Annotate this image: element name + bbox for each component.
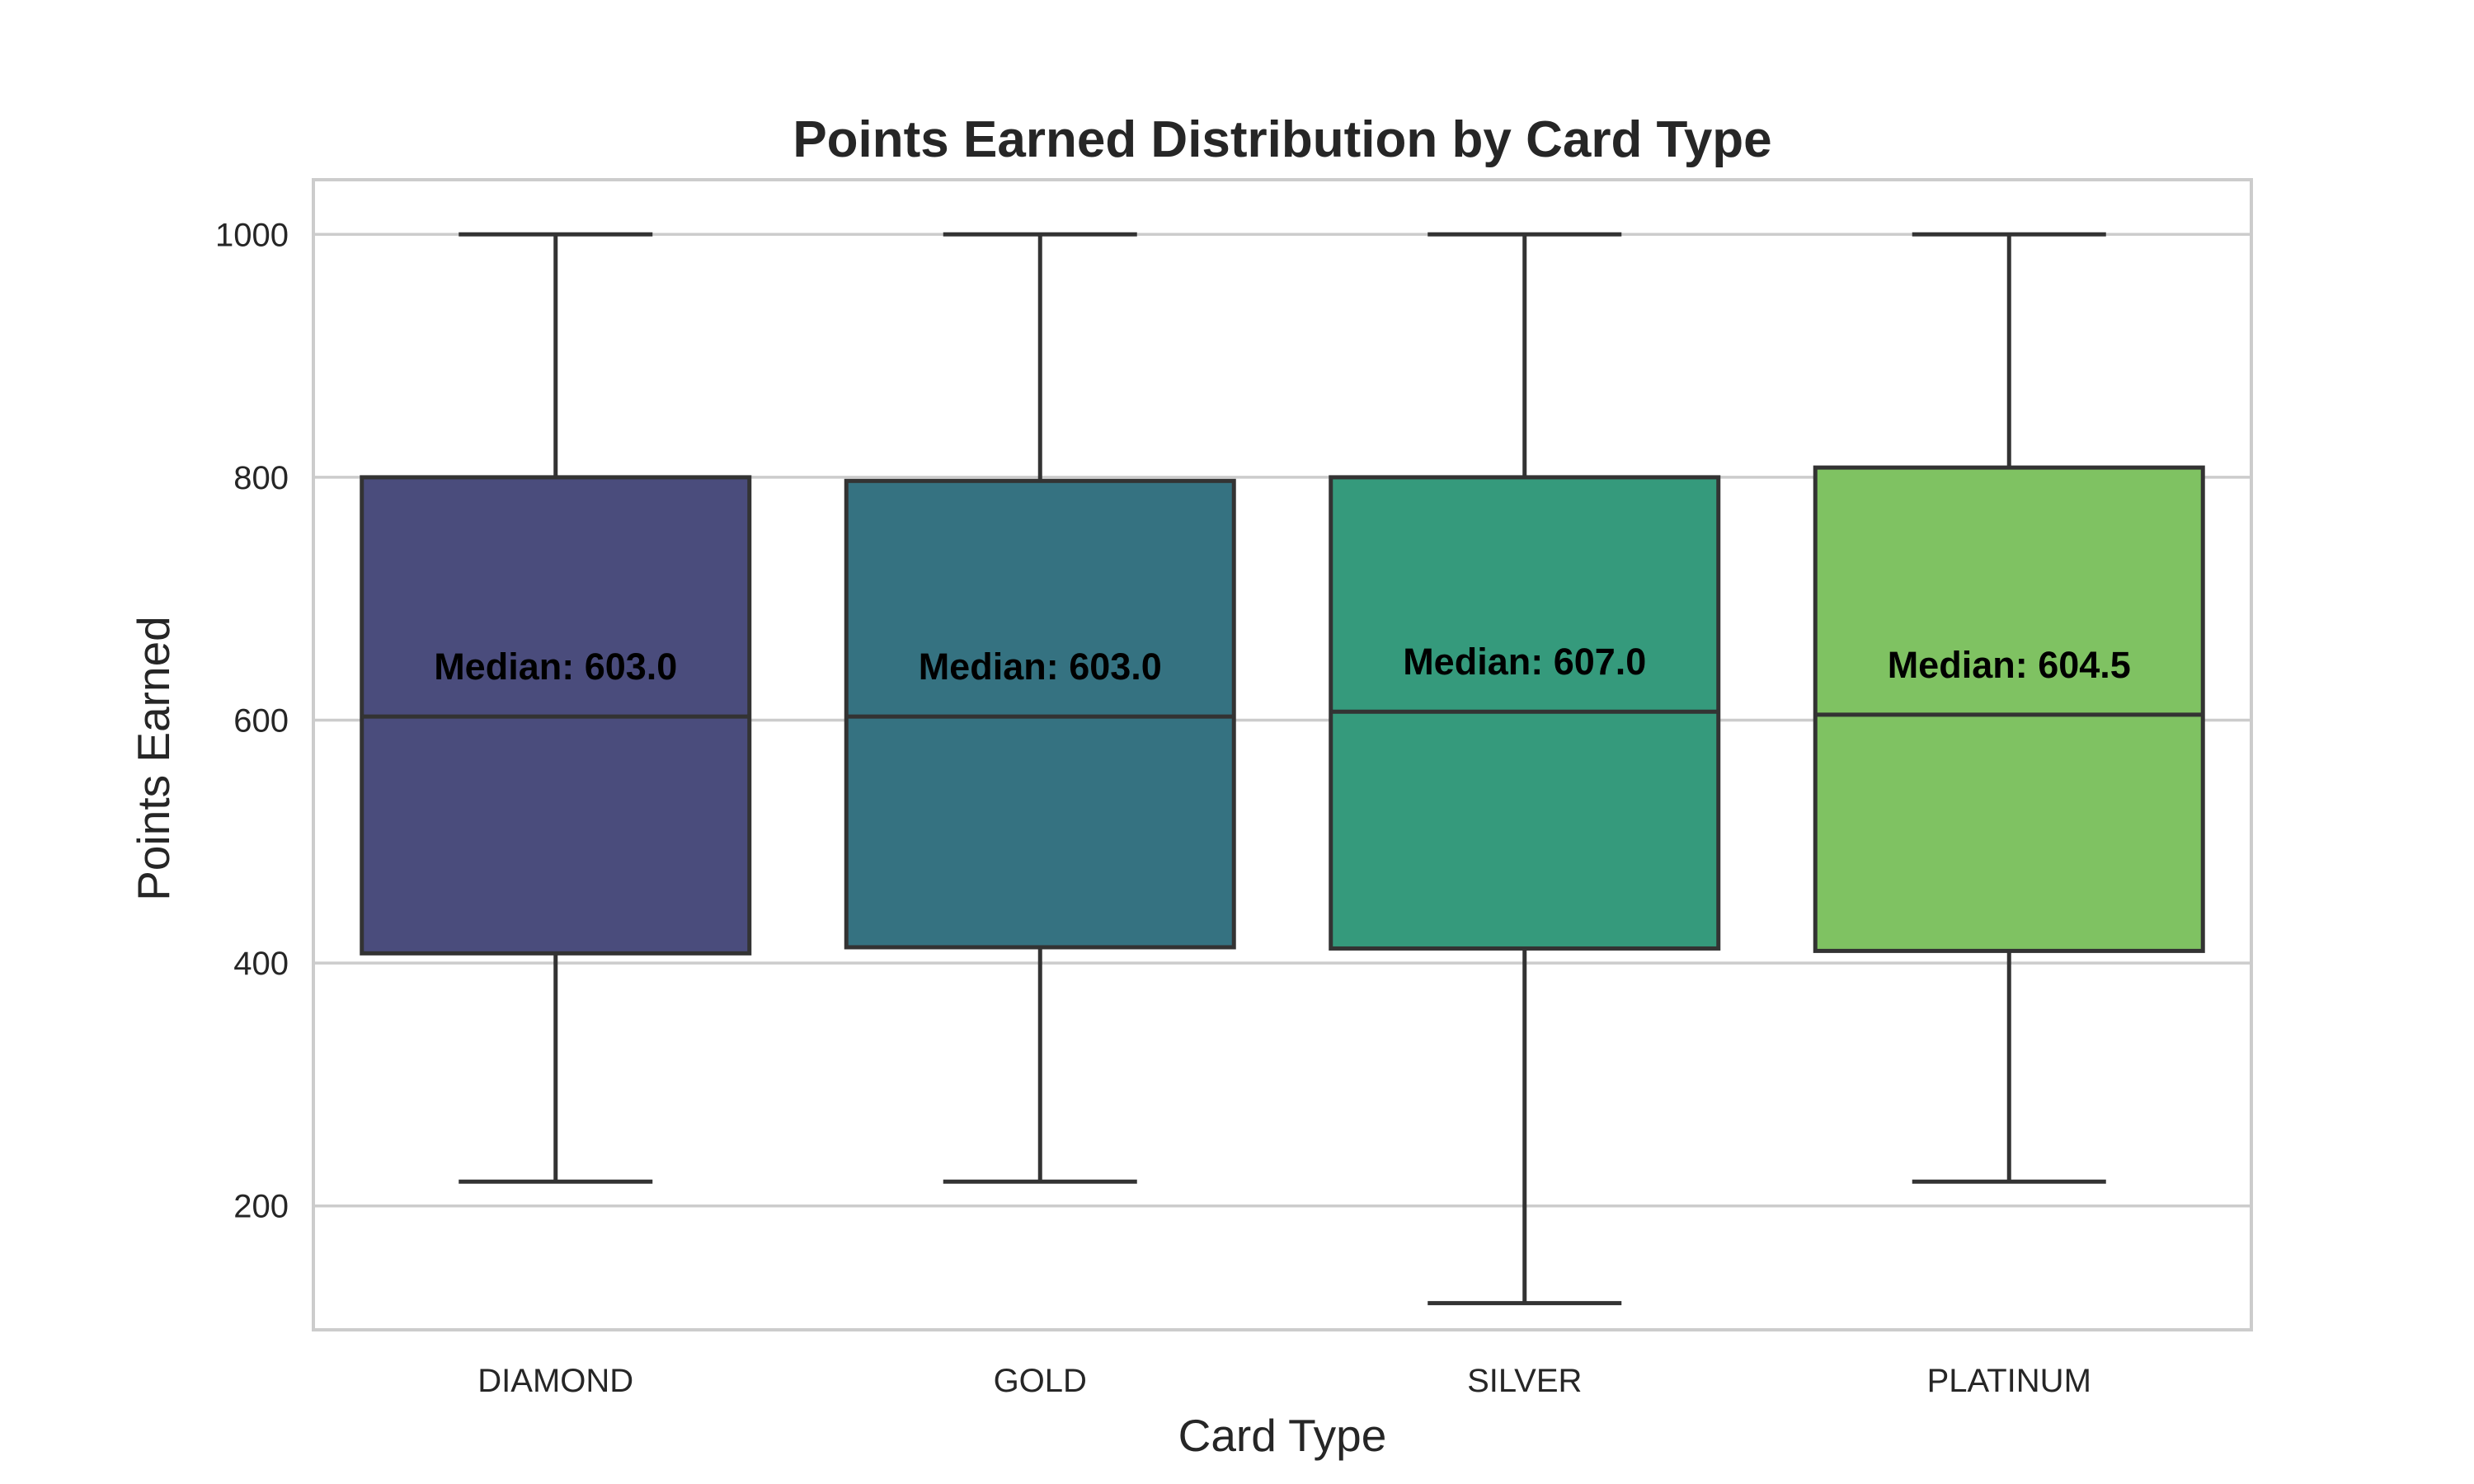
plot-frame — [312, 178, 2253, 1331]
chart-title: Points Earned Distribution by Card Type — [793, 111, 1771, 168]
boxes — [360, 232, 2205, 1306]
median-labels: Median: 603.0 Median: 603.0 Median: 607.0 M… — [434, 641, 2131, 688]
x-tick-label-silver: SILVER — [1467, 1363, 1582, 1399]
median-label-platinum: Median: 604.5 — [1888, 644, 2131, 686]
box-group-gold — [844, 232, 1236, 1184]
x-tick-label-diamond: DIAMOND — [477, 1363, 633, 1399]
median-label-diamond: Median: 603.0 — [434, 646, 677, 688]
y-tick-label-400: 400 — [233, 946, 289, 982]
median-label-silver: Median: 607.0 — [1403, 641, 1646, 683]
box-group-platinum — [1813, 232, 2205, 1184]
y-axis-label: Points Earned — [128, 616, 179, 901]
x-axis-ticks: DIAMOND GOLD SILVER PLATINUM — [477, 1363, 2091, 1399]
x-tick-label-gold: GOLD — [994, 1363, 1087, 1399]
iqr-box-gold — [844, 478, 1236, 950]
y-tick-label-800: 800 — [233, 460, 289, 496]
box-group-diamond — [360, 232, 752, 1184]
y-tick-label-200: 200 — [233, 1189, 289, 1225]
y-tick-label-1000: 1000 — [215, 217, 289, 253]
y-axis-ticks: 200 400 600 800 1000 — [215, 217, 289, 1224]
median-label-gold: Median: 603.0 — [919, 646, 1162, 688]
y-tick-label-600: 600 — [233, 703, 289, 740]
x-tick-label-platinum: PLATINUM — [1927, 1363, 2091, 1399]
box-group-silver — [1329, 232, 1721, 1306]
iqr-box-platinum — [1813, 465, 2205, 953]
x-axis-label: Card Type — [1178, 1410, 1387, 1461]
